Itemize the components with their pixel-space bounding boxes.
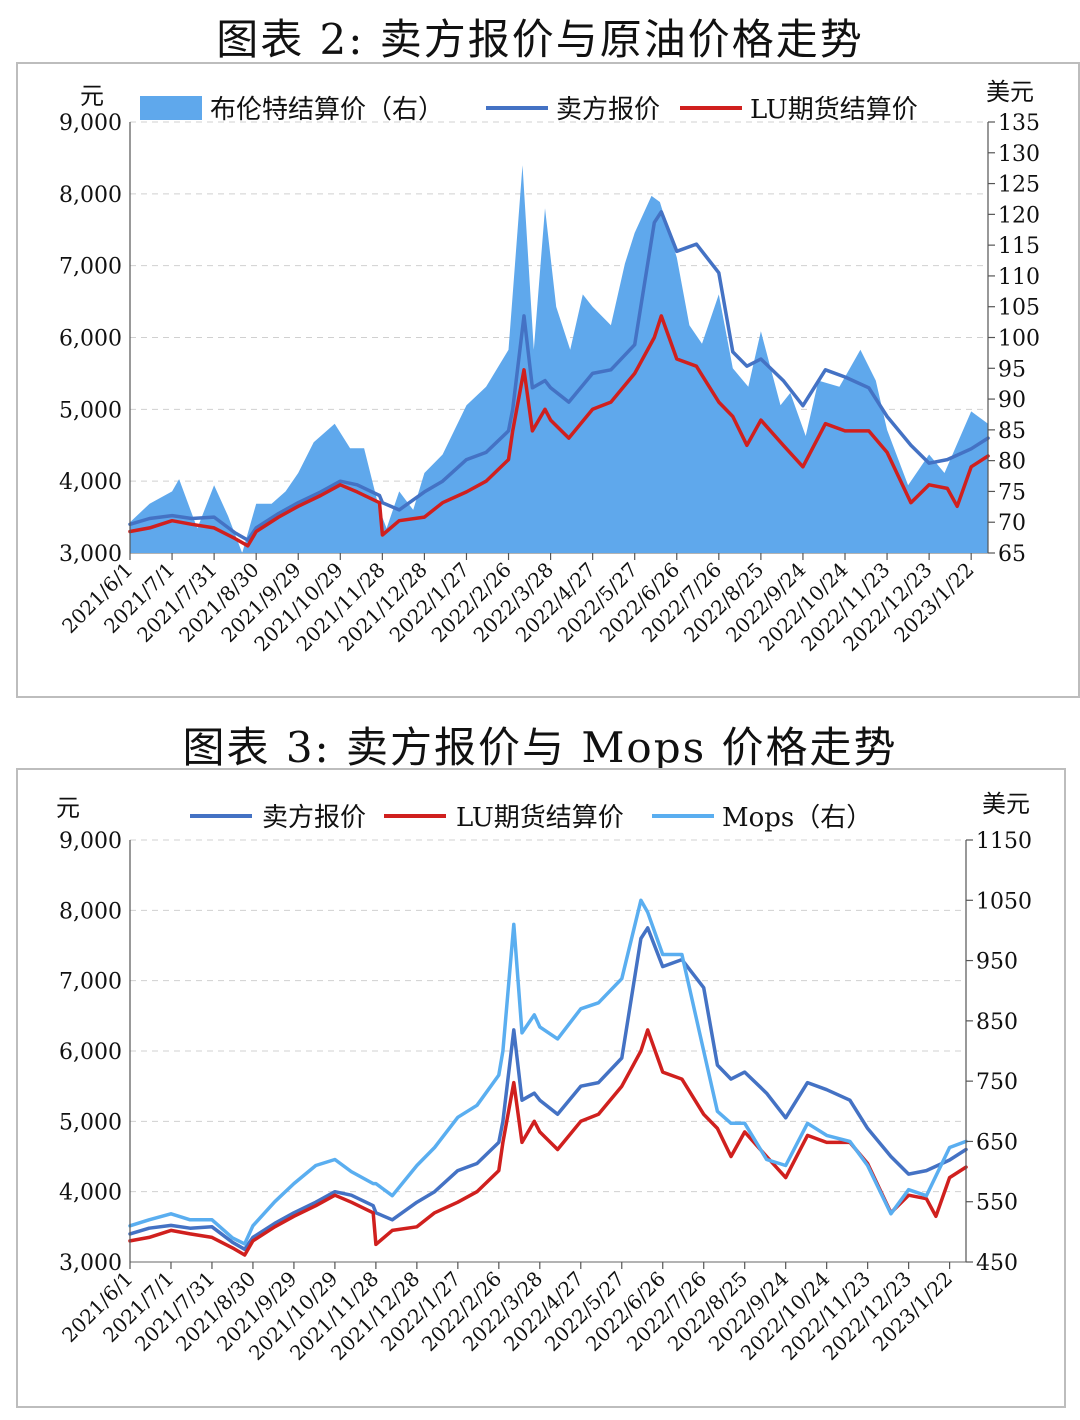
line-series [128,898,968,1257]
right-axis-ticks: 65 70 75 80 85 90 95 100 105 110 115 120 125 130 135 [987,111,1040,567]
right-axis-unit: 美元 [986,78,1034,106]
series-line-2 [128,898,968,1246]
legend-label-seller: 卖方报价 [556,95,660,125]
right-tick-label: 70 [998,511,1026,536]
left-tick-label: 6,000 [59,1040,122,1065]
right-tick-label: 550 [976,1191,1018,1216]
left-tick-label: 9,000 [59,111,122,136]
right-tick-label: 90 [998,388,1026,413]
series-area-0 [130,165,988,553]
series-line-1 [128,210,990,542]
right-axis-unit: 美元 [982,790,1030,818]
grid-lines [130,839,966,1263]
series-line-0 [128,926,968,1252]
figure-2-title: 图表 2: 卖方报价与原油价格走势 [216,15,864,64]
legend-label-seller: 卖方报价 [262,803,366,833]
right-tick-label: 80 [998,450,1026,475]
legend-swatch-brent [140,96,202,120]
right-tick-label: 750 [976,1070,1018,1095]
left-tick-label: 6,000 [59,327,122,352]
x-axis-ticks: 2021/6/12021/7/12021/7/312021/8/302021/9… [57,840,957,1365]
legend-label-lu: LU期货结算价 [750,95,918,125]
left-axis-ticks: 3,000 4,000 5,000 6,000 7,000 8,000 9,000 [59,829,122,1276]
right-tick-label: 125 [998,173,1040,198]
left-tick-label: 4,000 [59,1181,122,1206]
left-axis-ticks: 3,000 4,000 5,000 6,000 7,000 8,000 9,000 [59,111,122,567]
x-axis-ticks: 2021/6/12021/7/12021/7/312021/8/302021/9… [57,122,979,656]
right-tick-label: 130 [998,142,1040,167]
right-tick-label: 95 [998,357,1026,382]
chart-1: 3,000 4,000 5,000 6,000 7,000 8,000 9,000 65 70… [57,78,1040,656]
right-tick-label: 120 [998,203,1040,228]
right-tick-label: 1050 [976,889,1032,914]
chart-2: 3,000 4,000 5,000 6,000 7,000 8,000 9,000 450 5… [56,790,1032,1365]
right-tick-label: 135 [998,111,1040,136]
right-axis-ticks: 450 550 650 750 850 950 1050 1150 [965,829,1032,1276]
right-tick-label: 450 [976,1251,1018,1276]
legend-label-lu: LU期货结算价 [456,803,624,833]
left-tick-label: 5,000 [59,1110,122,1135]
right-tick-label: 1150 [976,829,1032,854]
line-series [128,210,990,548]
right-tick-label: 110 [998,265,1040,290]
left-axis-unit: 元 [80,82,104,110]
left-tick-label: 5,000 [59,398,122,423]
series-line-2 [128,314,990,548]
left-tick-label: 7,000 [59,970,122,995]
area-series [130,165,988,553]
right-tick-label: 115 [998,234,1040,259]
left-axis-unit: 元 [56,794,80,822]
legend: 卖方报价 LU期货结算价 Mops（右） [190,803,872,833]
right-tick-label: 105 [998,296,1040,321]
legend: 布伦特结算价（右） 卖方报价 LU期货结算价 [140,95,918,125]
left-tick-label: 3,000 [59,1251,122,1276]
right-tick-label: 850 [976,1010,1018,1035]
left-tick-label: 3,000 [59,542,122,567]
right-tick-label: 75 [998,480,1026,505]
right-tick-label: 85 [998,419,1026,444]
left-tick-label: 8,000 [59,183,122,208]
legend-label-mops: Mops（右） [722,803,872,833]
left-tick-label: 8,000 [59,899,122,924]
left-tick-label: 9,000 [59,829,122,854]
right-tick-label: 65 [998,542,1026,567]
left-tick-label: 4,000 [59,470,122,495]
right-tick-label: 950 [976,950,1018,975]
right-tick-label: 650 [976,1130,1018,1155]
legend-label-brent: 布伦特结算价（右） [210,95,444,125]
left-tick-label: 7,000 [59,255,122,280]
series-line-1 [128,1028,968,1257]
chart-frame-2 [16,768,1066,1408]
figure-3-title: 图表 3: 卖方报价与 Mops 价格走势 [182,723,898,772]
right-tick-label: 100 [998,327,1040,352]
